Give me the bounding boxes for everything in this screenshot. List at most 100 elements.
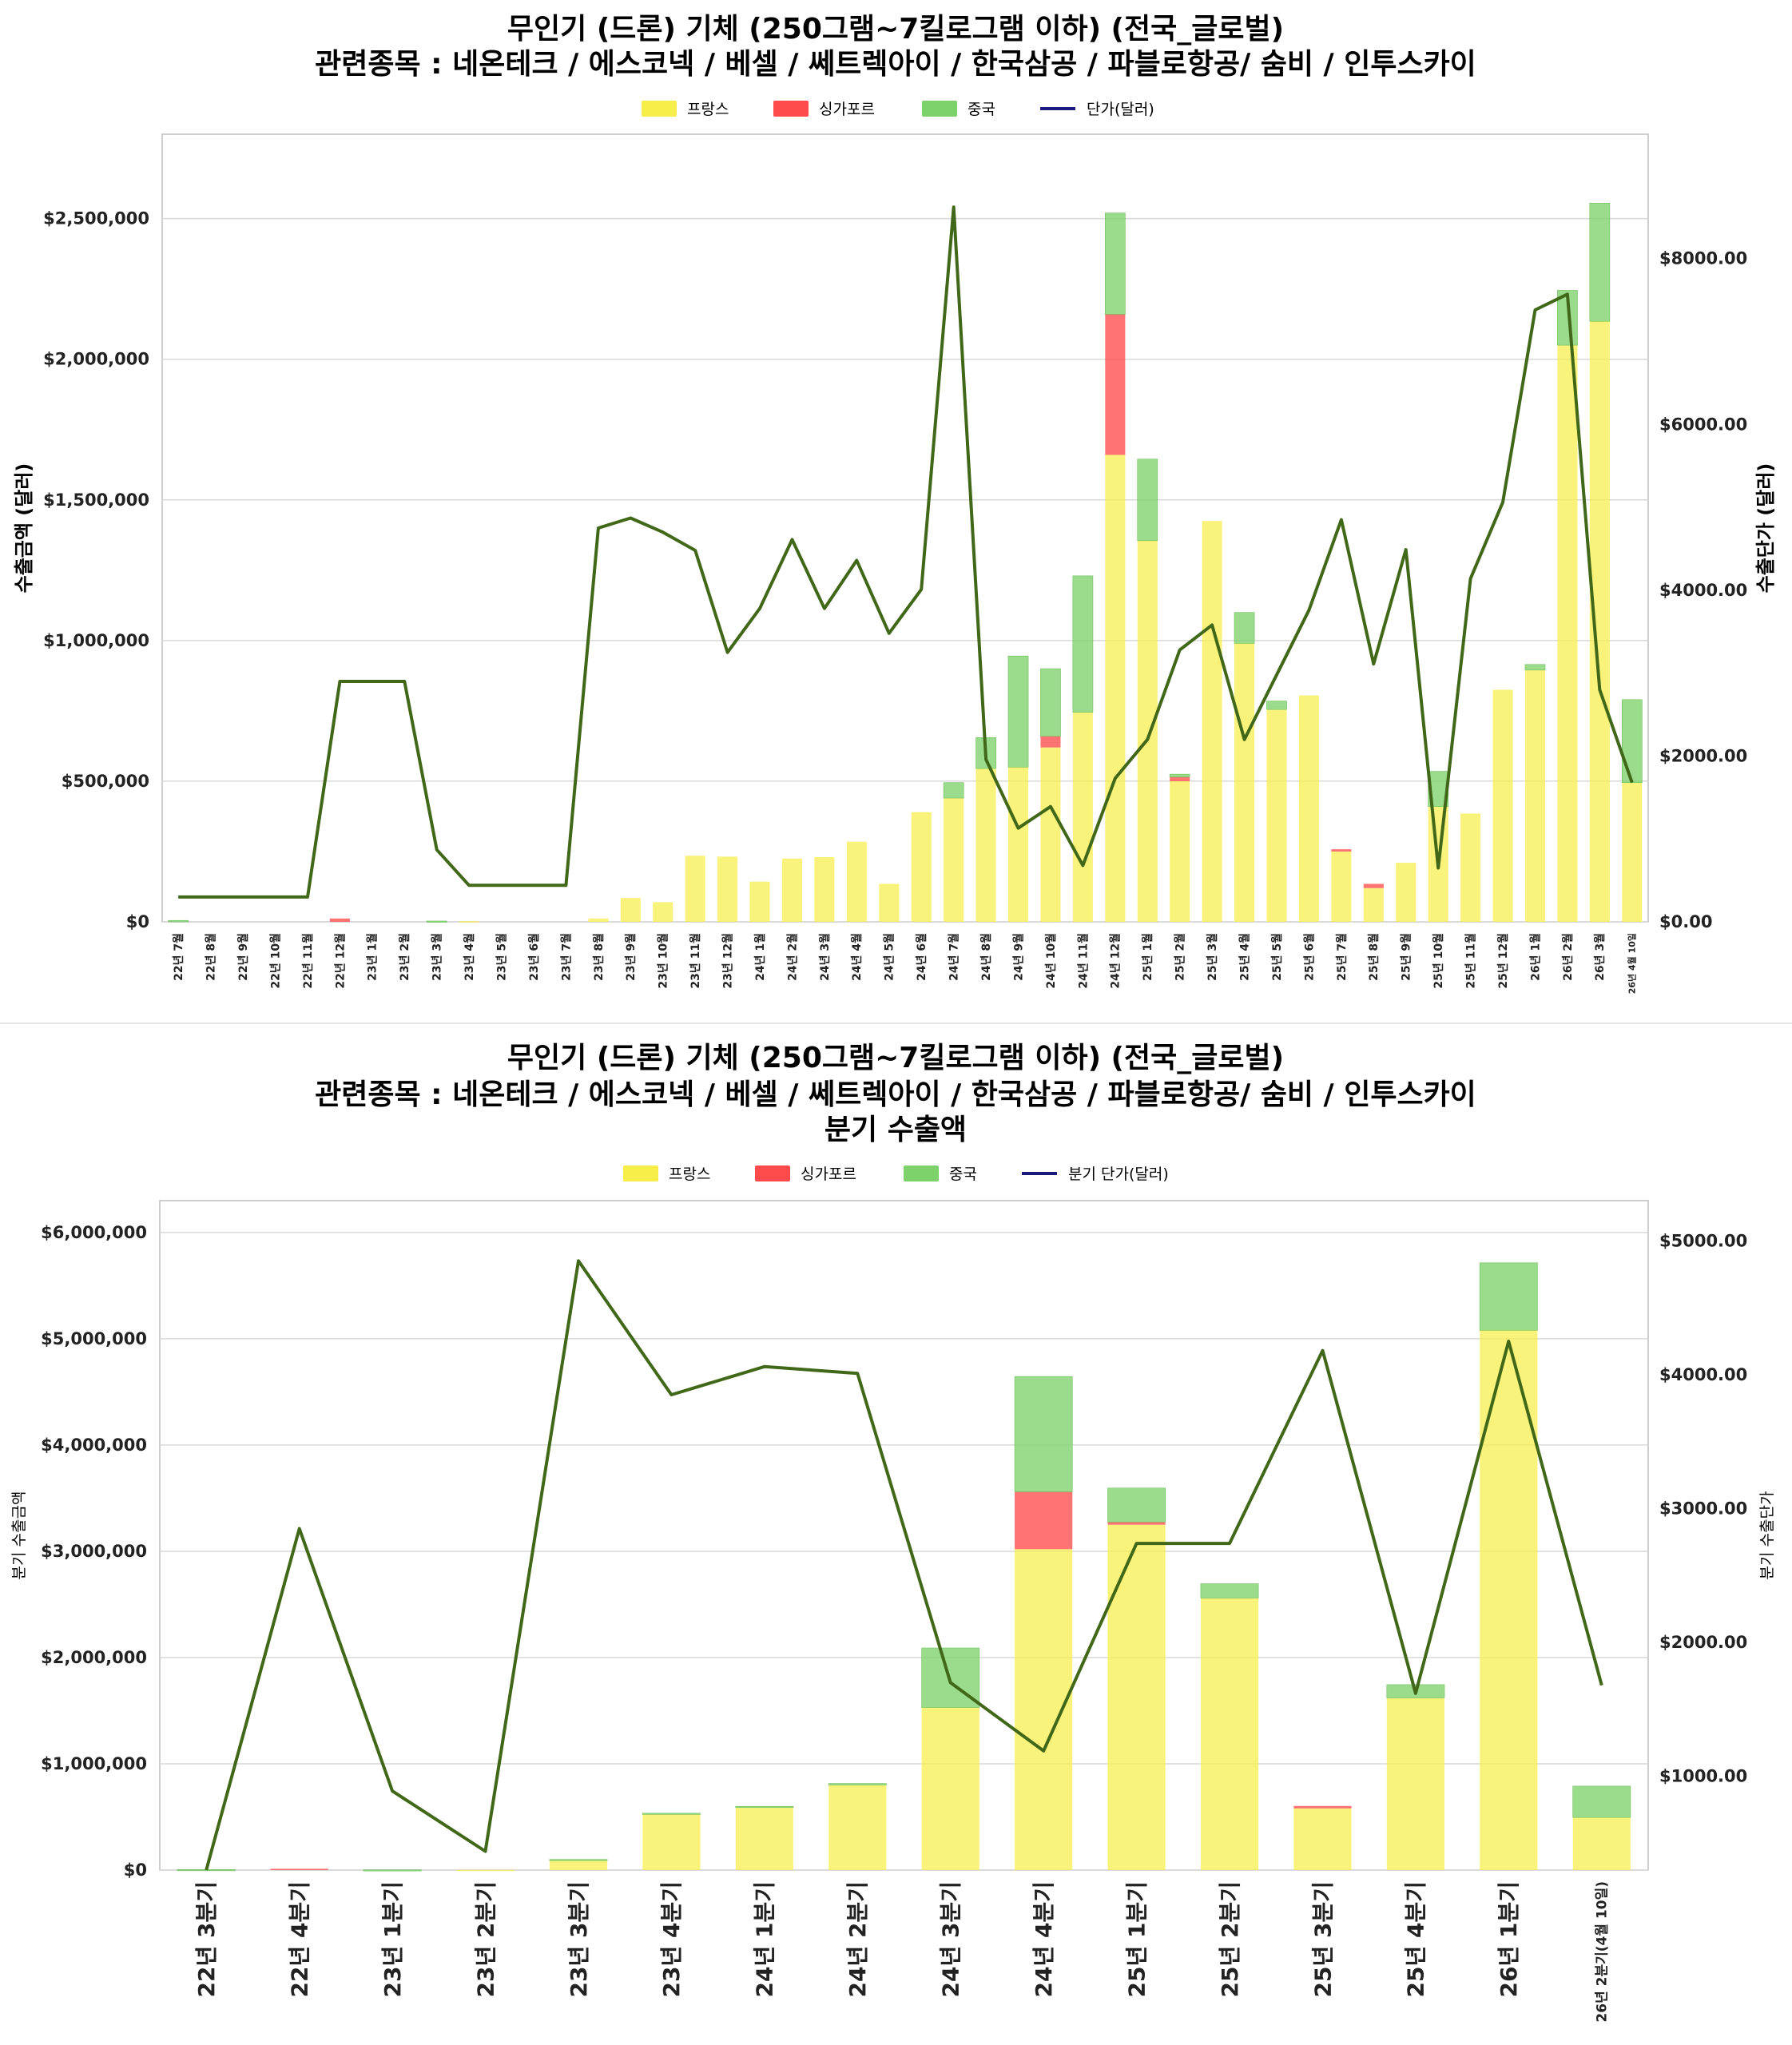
bar-france [717, 856, 738, 922]
bar-france [588, 918, 609, 922]
y-tick-label: $2,000,000 [43, 350, 149, 369]
x-tick-label: 24년 2분기 [844, 1881, 871, 1997]
x-tick-label: 26년 3월 [1593, 933, 1607, 981]
x-tick-label: 26년 2분기(4월 10일) [1595, 1881, 1611, 2023]
x-tick-label: 23년 10월 [657, 933, 670, 989]
x-tick-label: 24년 12월 [1109, 933, 1122, 989]
bar-china [363, 1869, 422, 1872]
bar-china [168, 919, 189, 923]
x-tick-label: 25년 9월 [1400, 933, 1413, 981]
x-tick-label: 25년 12월 [1496, 933, 1510, 989]
bar-france [1202, 521, 1222, 922]
x-tick-label: 24년 9월 [1011, 933, 1025, 981]
legend2-singapore-swatch [755, 1165, 790, 1181]
y-tick-label: $2,500,000 [43, 209, 149, 228]
bar-china [426, 920, 447, 923]
bar-china [1621, 699, 1643, 783]
bar-france [1234, 643, 1255, 922]
bar-france [1363, 887, 1384, 922]
bar-china [1557, 290, 1578, 346]
x-tick-label: 23년 4월 [463, 933, 476, 981]
x-tick-label: 23년 12월 [721, 933, 735, 989]
x-tick-label: 23년 2분기 [472, 1881, 499, 1997]
x-tick-label: 25년 2월 [1174, 933, 1187, 981]
bar-singapore [1293, 1805, 1352, 1809]
bar-china [1200, 1583, 1259, 1598]
x-tick-label: 25년 3분기 [1309, 1881, 1336, 1997]
y-tick-label: $1,000,000 [41, 1754, 147, 1773]
legend-china-swatch [922, 101, 957, 117]
bar-france [1293, 1808, 1352, 1870]
x-tick-label: 25년 8월 [1367, 933, 1381, 981]
y-tick-label: $6,000,000 [41, 1223, 147, 1242]
x-tick-label: 24년 3월 [818, 933, 832, 981]
bar-france [1107, 1524, 1166, 1870]
x-tick-label: 23년 9월 [624, 933, 638, 981]
chart2-price-line [205, 1259, 1603, 1871]
x-tick-label: 22년 12월 [333, 933, 347, 989]
bar-china [1589, 202, 1611, 322]
bar-france [944, 798, 964, 922]
bar-france [549, 1860, 608, 1870]
chart1-subtitle: 관련종목 : 네온테크 / 에스코넥 / 베셀 / 쎄트렉아이 / 한국삼공 /… [315, 48, 1476, 81]
bar-china [1104, 212, 1126, 315]
bar-china [1266, 701, 1287, 710]
legend-singapore-swatch [773, 101, 809, 117]
x-tick-label: 25년 3월 [1206, 933, 1219, 981]
bar-france [1200, 1598, 1259, 1870]
bar-france [456, 1869, 515, 1872]
chart1-legend: 프랑스 싱가포르 중국 단가(달러) [642, 101, 1154, 118]
legend2-france-swatch [623, 1165, 658, 1181]
bar-france [1460, 813, 1481, 922]
x-tick-label: 26년 1월 [1528, 933, 1542, 981]
x-tick-label: 24년 1분기 [752, 1881, 778, 1997]
bar-singapore [1331, 849, 1352, 852]
legend-china-label: 중국 [968, 101, 995, 118]
bar-france [1137, 540, 1158, 922]
bar-china [943, 782, 964, 799]
bar-france [814, 857, 835, 922]
bar-china [1072, 575, 1094, 713]
y-tick-label: $0 [126, 912, 149, 931]
chart1-ylabel: 수출금액 (달러) [13, 463, 35, 594]
bar-china [1169, 773, 1190, 777]
bar-china [549, 1859, 608, 1861]
y-tick-label: $1,500,000 [43, 490, 149, 510]
x-tick-label: 25년 1분기 [1123, 1881, 1150, 1997]
x-tick-label: 24년 1월 [753, 933, 767, 981]
x-tick-label: 23년 4분기 [658, 1881, 685, 1997]
x-tick-label: 24년 6월 [915, 933, 928, 981]
x-tick-label: 25년 7월 [1335, 933, 1349, 981]
bar-france [735, 1807, 793, 1870]
x-tick-label: 23년 8월 [592, 933, 606, 981]
bar-france [1557, 345, 1578, 922]
bar-china [1107, 1487, 1166, 1523]
x-tick-label: 23년 2월 [398, 933, 411, 981]
bar-france [781, 858, 803, 922]
x-tick-label: 25년 11월 [1464, 933, 1478, 989]
x-tick-label: 25년 5월 [1270, 933, 1284, 981]
legend-singapore-label: 싱가포르 [819, 101, 875, 118]
x-tick-label: 22년 4분기 [287, 1881, 313, 1997]
bar-china [735, 1805, 794, 1808]
bar-france [846, 841, 867, 922]
y-tick-label: $3,000,000 [41, 1542, 147, 1561]
chart2-legend: 프랑스 싱가포르 중국 분기 단가(달러) [623, 1165, 1169, 1183]
bar-france [1040, 747, 1061, 922]
chart2-ylabel: 분기 수출금액 [10, 1491, 28, 1580]
y-tick-label: $1,000,000 [43, 631, 149, 650]
x-tick-label: 22년 11월 [301, 933, 315, 989]
legend2-china-label: 중국 [949, 1165, 977, 1183]
legend2-china-swatch [904, 1165, 939, 1181]
y2-tick-label: $4000.00 [1659, 1365, 1747, 1384]
x-tick-label: 22년 7월 [172, 933, 185, 981]
quarterly-chart: 무인기 (드론) 기체 (250그램~7킬로그램 이하) (전국_글로벌) 관련… [10, 1042, 1776, 2023]
bar-china [1572, 1785, 1631, 1818]
x-tick-label: 24년 10월 [1044, 933, 1058, 989]
bar-france [911, 812, 932, 922]
chart2-right-axis-ticks: $1000.00 $2000.00 $3000.00 $4000.00 $5000.00 [1659, 1231, 1747, 1785]
y2-tick-label: $1000.00 [1659, 1767, 1747, 1786]
bar-china [1524, 664, 1546, 671]
x-tick-label: 25년 2분기 [1217, 1881, 1243, 1997]
